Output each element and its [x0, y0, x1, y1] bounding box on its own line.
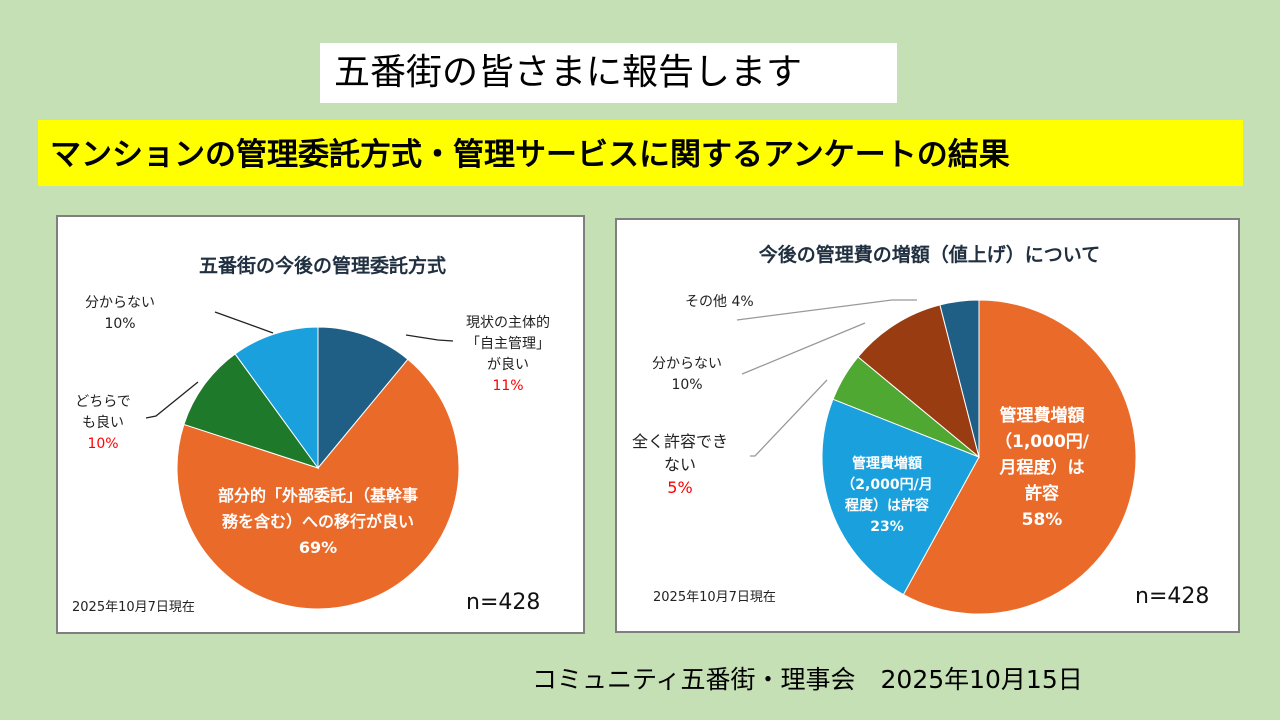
date-note: 2025年10月7日現在 — [72, 600, 195, 615]
footer-credit: コミュニティ五番街・理事会 2025年10月15日 — [532, 665, 1083, 694]
leader-line — [405, 334, 454, 342]
slice-label-2000yen: 管理費増額 （2,000円/月 程度）は許容 23% — [841, 456, 933, 535]
slice-label-dont-know: 分からない 10% — [85, 295, 155, 332]
slice-label-either: どちらで も良い 10% — [75, 394, 131, 452]
pie-chart-fee-increase — [736, 299, 1137, 615]
leader-line — [750, 379, 828, 457]
chart-title: 五番街の今後の管理委託方式 — [198, 255, 446, 277]
page-subtitle: マンションの管理委託方式・管理サービスに関するアンケートの結果 — [38, 120, 1243, 186]
pie-slice-0 — [902, 299, 1137, 615]
pie-slice-3 — [857, 304, 980, 459]
leader-line — [214, 311, 274, 334]
page-title: 五番街の皆さまに報告します — [320, 43, 897, 103]
slice-label-1000yen: 管理費増額 （1,000円/ 月程度）は 許容 58% — [995, 406, 1089, 530]
leader-line — [741, 322, 866, 375]
slice-label-other: その他 4% — [685, 294, 754, 310]
slice-label-self-management: 現状の主体的 「自主管理」 が良い 11% — [466, 315, 550, 394]
pie-slice-1 — [821, 398, 980, 596]
chart-panel-fee-increase: 今後の管理費の増額（値上げ）について 管理費増額 （1,000円/ 月程度）は … — [615, 218, 1240, 633]
slice-label-outsourcing: 部分的「外部委託」（基幹事 務を含む）への移行が良い 69% — [217, 486, 418, 557]
leader-line — [145, 381, 199, 419]
leader-line — [736, 299, 917, 321]
pie-slice-0 — [317, 326, 409, 470]
date-note: 2025年10月7日現在 — [653, 590, 776, 605]
pie-slice-3 — [234, 326, 319, 470]
chart-panel-management-method: 五番街の今後の管理委託方式 現状の主体的 「自主管理」 が良い 11% 部分的「… — [56, 215, 585, 634]
chart-title: 今後の管理費の増額（値上げ）について — [758, 244, 1101, 266]
pie-slice-1 — [176, 358, 460, 610]
slice-label-not-acceptable: 全く許容でき ない 5% — [631, 432, 728, 497]
sample-size: n=428 — [466, 590, 541, 615]
pie-slice-4 — [939, 299, 980, 458]
pie-chart-management-method — [145, 311, 460, 610]
pie-slice-2 — [183, 353, 320, 469]
slice-label-dont-know: 分からない 10% — [652, 356, 722, 393]
sample-size: n=428 — [1135, 584, 1210, 609]
